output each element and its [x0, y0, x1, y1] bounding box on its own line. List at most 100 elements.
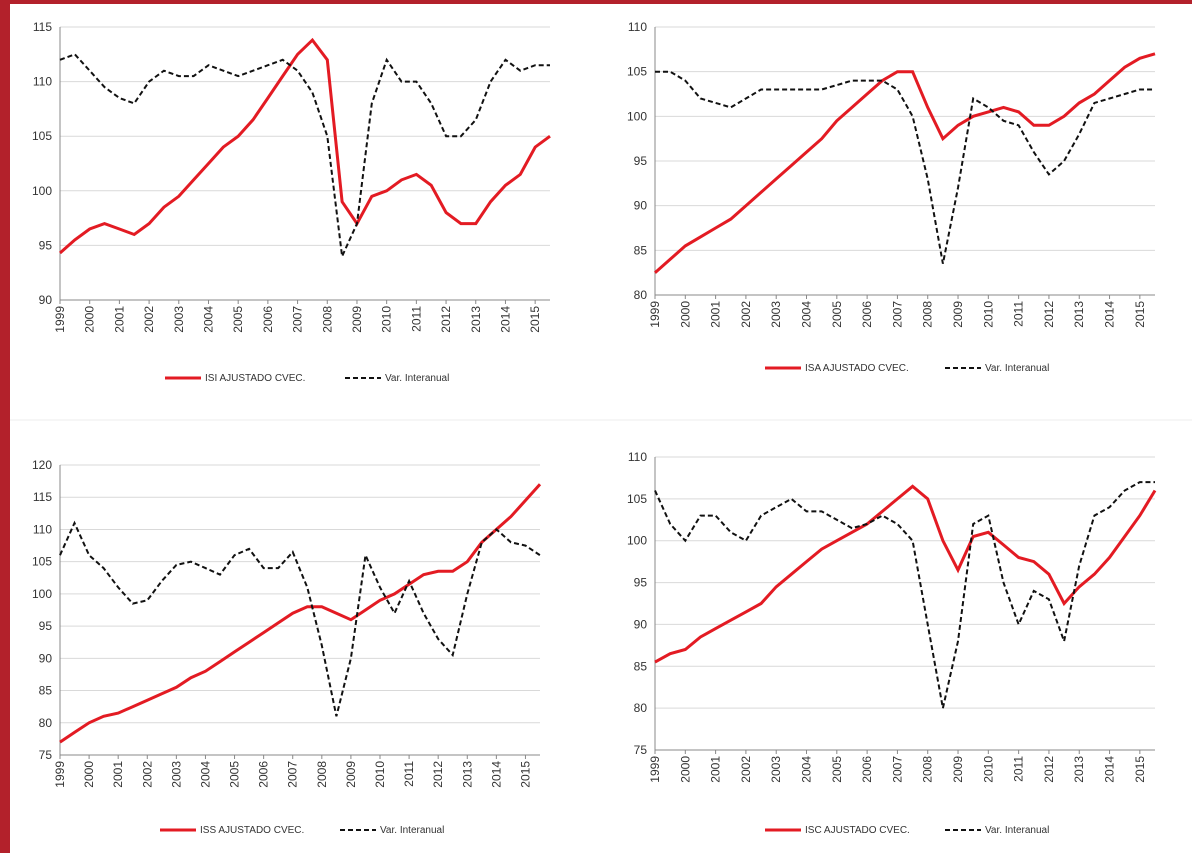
- x-tick-label: 2015: [528, 306, 542, 333]
- y-tick-label: 100: [627, 109, 647, 123]
- y-tick-label: 105: [627, 492, 647, 506]
- x-tick-label: 2001: [709, 756, 723, 783]
- x-tick-label: 2001: [111, 761, 125, 788]
- y-tick-label: 100: [627, 534, 647, 548]
- series-line: [654, 52, 1156, 274]
- x-tick-label: 2010: [981, 301, 995, 328]
- legend-label: ISC AJUSTADO CVEC.: [805, 825, 910, 836]
- y-tick-label: 80: [634, 288, 648, 302]
- x-tick-label: 2000: [83, 306, 97, 333]
- x-tick-label: 2002: [140, 761, 154, 788]
- y-tick-label: 90: [634, 617, 648, 631]
- legend-label: Var. Interanual: [985, 825, 1049, 836]
- x-tick-label: 2005: [830, 756, 844, 783]
- x-tick-label: 1999: [53, 761, 67, 788]
- x-tick-label: 2015: [1133, 756, 1147, 783]
- x-tick-label: 2010: [373, 761, 387, 788]
- x-tick-label: 2009: [350, 306, 364, 333]
- x-tick-label: 2004: [800, 301, 814, 328]
- y-tick-label: 85: [39, 684, 53, 698]
- x-tick-label: 2005: [231, 306, 245, 333]
- y-tick-label: 80: [39, 716, 53, 730]
- series-line: [59, 520, 541, 717]
- x-tick-label: 2010: [380, 306, 394, 333]
- y-tick-label: 110: [628, 450, 647, 464]
- y-tick-label: 90: [39, 293, 53, 307]
- x-tick-label: 1999: [53, 306, 67, 333]
- y-tick-label: 105: [32, 129, 52, 143]
- x-tick-label: 2003: [769, 301, 783, 328]
- x-tick-label: 2014: [489, 761, 503, 788]
- x-tick-label: 1999: [648, 301, 662, 328]
- x-tick-label: 2008: [921, 301, 935, 328]
- legend-label: Var. Interanual: [985, 363, 1049, 374]
- y-tick-label: 115: [33, 490, 52, 504]
- x-tick-label: 2009: [344, 761, 358, 788]
- y-tick-label: 110: [33, 75, 52, 89]
- x-tick-label: 2014: [1103, 301, 1117, 328]
- x-tick-label: 2011: [402, 761, 416, 787]
- y-tick-label: 115: [33, 20, 52, 34]
- y-tick-label: 95: [39, 619, 53, 633]
- x-tick-label: 2005: [228, 761, 242, 788]
- x-tick-label: 2012: [1042, 301, 1056, 328]
- x-tick-label: 2013: [1072, 301, 1086, 328]
- x-tick-label: 2015: [518, 761, 532, 788]
- x-tick-label: 2002: [739, 756, 753, 783]
- series-line: [59, 53, 550, 260]
- x-tick-label: 2012: [439, 306, 453, 333]
- x-tick-label: 2000: [678, 301, 692, 328]
- left-border: [0, 0, 10, 853]
- series-line: [654, 484, 1157, 664]
- y-tick-label: 105: [627, 65, 647, 79]
- y-tick-label: 100: [32, 587, 52, 601]
- legend-label: ISI AJUSTADO CVEC.: [205, 373, 305, 384]
- x-tick-label: 2004: [201, 306, 215, 333]
- y-tick-label: 85: [634, 243, 648, 257]
- x-tick-label: 2007: [291, 306, 305, 333]
- y-tick-label: 120: [32, 458, 52, 472]
- x-tick-label: 2000: [678, 756, 692, 783]
- x-tick-label: 2013: [1072, 756, 1086, 783]
- x-tick-label: 2012: [431, 761, 445, 788]
- x-tick-label: 2014: [498, 306, 512, 333]
- x-tick-label: 2010: [981, 756, 995, 783]
- x-tick-label: 2001: [112, 306, 126, 333]
- y-tick-label: 110: [33, 522, 52, 536]
- x-tick-label: 2004: [198, 761, 212, 788]
- x-tick-label: 2003: [169, 761, 183, 788]
- y-tick-label: 80: [634, 701, 648, 715]
- y-tick-label: 100: [32, 184, 52, 198]
- y-tick-label: 75: [39, 748, 53, 762]
- x-tick-label: 2006: [261, 306, 275, 333]
- x-tick-label: 2008: [320, 306, 334, 333]
- series-line: [655, 70, 1155, 264]
- y-tick-label: 90: [634, 199, 648, 213]
- x-tick-label: 2007: [890, 756, 904, 783]
- x-tick-label: 2002: [142, 306, 156, 333]
- x-tick-label: 2011: [1012, 301, 1026, 327]
- x-tick-label: 2011: [1012, 756, 1026, 782]
- x-tick-label: 2008: [315, 761, 329, 788]
- x-tick-label: 2003: [172, 306, 186, 333]
- y-tick-label: 105: [32, 555, 52, 569]
- x-tick-label: 2001: [709, 301, 723, 328]
- x-tick-label: 2002: [739, 301, 753, 328]
- x-tick-label: 2005: [830, 301, 844, 328]
- x-tick-label: 2007: [286, 761, 300, 788]
- x-tick-label: 2012: [1042, 756, 1056, 783]
- legend-label: Var. Interanual: [380, 825, 444, 836]
- y-tick-label: 90: [39, 651, 53, 665]
- y-tick-label: 85: [634, 659, 648, 673]
- y-tick-label: 95: [39, 238, 53, 252]
- x-tick-label: 2007: [890, 301, 904, 328]
- x-tick-label: 2011: [409, 306, 423, 332]
- y-tick-label: 110: [628, 20, 647, 34]
- top-border: [0, 0, 1192, 4]
- x-tick-label: 2006: [860, 301, 874, 328]
- series-line: [59, 483, 542, 744]
- x-tick-label: 2015: [1133, 301, 1147, 328]
- series-line: [654, 481, 1155, 709]
